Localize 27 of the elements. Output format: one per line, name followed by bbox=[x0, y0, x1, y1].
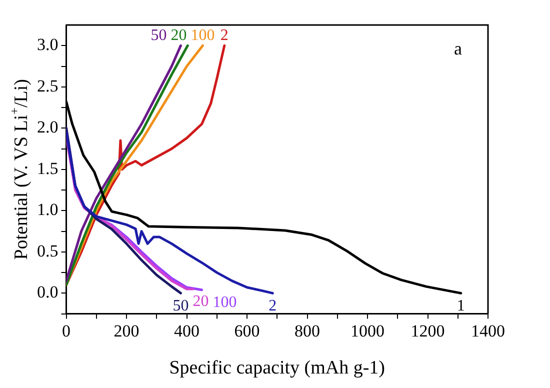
x-tick-label: 1200 bbox=[410, 321, 445, 340]
x-tick-label: 800 bbox=[294, 321, 320, 340]
x-tick-label: 600 bbox=[234, 321, 260, 340]
y-axis-title: Potential (V. VS Li+/Li) bbox=[8, 79, 32, 260]
series-label: 1 bbox=[456, 297, 465, 314]
x-tick-label: 1000 bbox=[350, 321, 384, 340]
y-tick-label: 0.0 bbox=[37, 282, 58, 302]
y-tick-label: 1.0 bbox=[37, 200, 58, 220]
x-axis-title: Specific capacity (mAh g-1) bbox=[169, 358, 386, 379]
series-label: 20 bbox=[170, 26, 187, 44]
series-label: 100 bbox=[212, 294, 237, 312]
y-tick-label: 1.5 bbox=[37, 158, 58, 178]
series-label: 2 bbox=[220, 26, 228, 44]
x-tick-label: 0 bbox=[62, 321, 70, 340]
series-label: 50 bbox=[150, 26, 167, 44]
annotation: a bbox=[454, 38, 462, 59]
series-label: 2 bbox=[268, 297, 277, 314]
y-tick-label: 0.5 bbox=[37, 241, 58, 260]
series-label: 50 bbox=[172, 297, 189, 314]
y-tick-label: 2.5 bbox=[37, 76, 58, 96]
x-tick-label: 1400 bbox=[471, 321, 505, 340]
series-label: 20 bbox=[192, 293, 209, 310]
y-tick-label: 2.0 bbox=[37, 118, 58, 137]
y-tick-label: 3.0 bbox=[37, 35, 58, 54]
x-tick-label: 400 bbox=[174, 321, 200, 340]
series-label: 100 bbox=[190, 26, 215, 44]
x-tick-label: 200 bbox=[114, 321, 140, 340]
